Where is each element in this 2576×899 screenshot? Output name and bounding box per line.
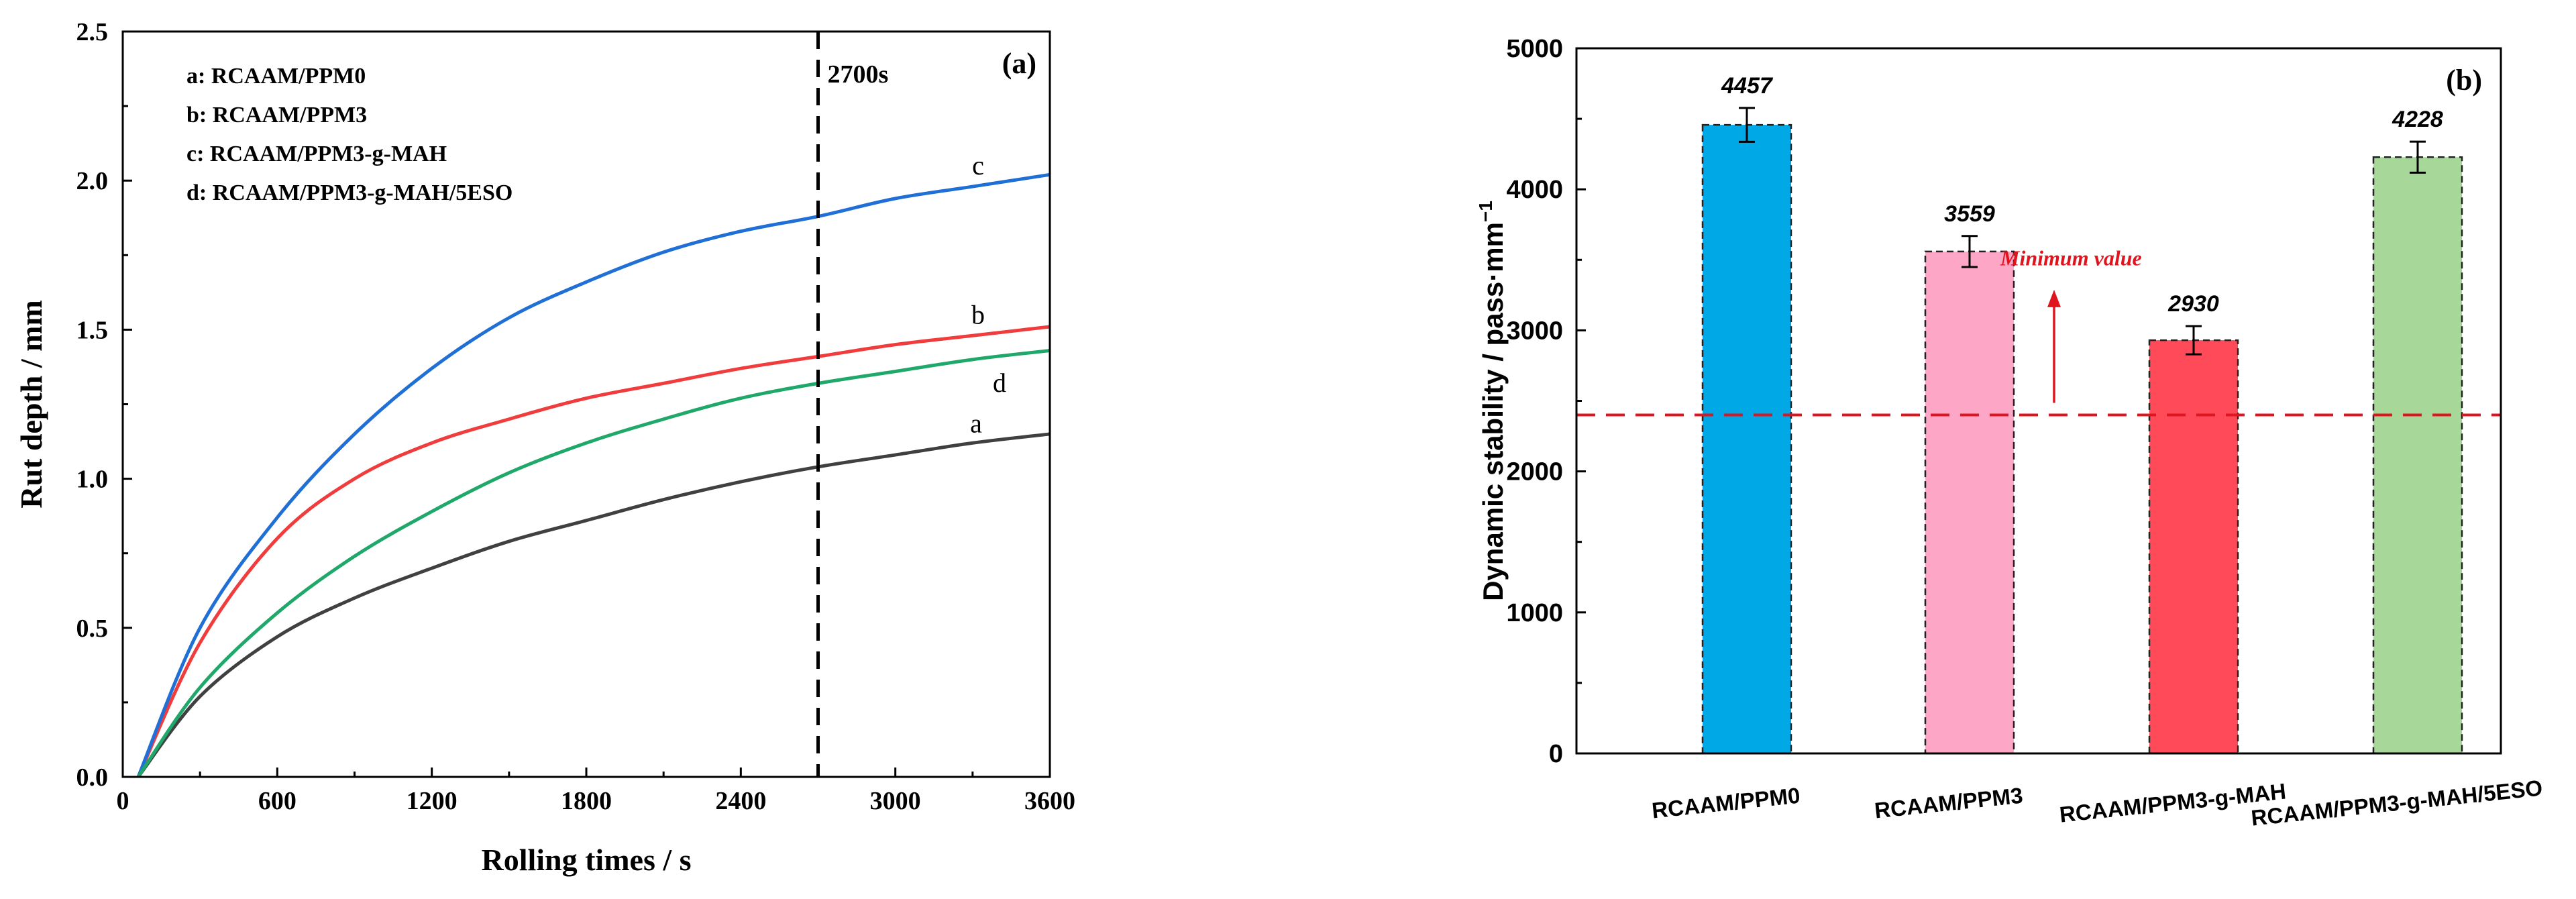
- b-category-label: RCAAM/PPM3: [1874, 783, 2025, 823]
- b-y-tick-label: 0: [1549, 740, 1563, 768]
- a-x-tick-label: 600: [258, 787, 297, 815]
- b-value-label: 2930: [2167, 291, 2219, 317]
- a-x-axis-label: Rolling times / s: [481, 843, 691, 877]
- b-category-label: RCAAM/PPM3-g-MAH/5ESO: [2250, 775, 2544, 830]
- a-y-tick-label: 2.0: [76, 167, 109, 195]
- a-x-tick-label: 3000: [870, 787, 921, 815]
- a-series-d-line: [136, 349, 1051, 778]
- b-y-tick-label: 4000: [1506, 176, 1563, 204]
- b-plot-frame: [1575, 47, 2502, 755]
- b-y-tick-label: 5000: [1506, 35, 1563, 63]
- a-curve-label-b: b: [971, 299, 985, 329]
- b-bar: [2372, 156, 2463, 755]
- a-curves: [136, 172, 1051, 778]
- b-bar: [1701, 123, 1792, 755]
- b-bar: [2148, 339, 2239, 755]
- a-legend-entry: b: RCAAM/PPM3: [186, 103, 367, 127]
- a-plot-frame: [121, 30, 1051, 778]
- a-x-tick-label: 1800: [561, 787, 612, 815]
- b-y-axis-label: Dynamic stability / pass·mm−1: [1475, 201, 1509, 601]
- a-y-tick-label: 1.0: [76, 466, 109, 494]
- a-tick-labels: 0 600 1200 1800 2400 3000 3600 0.0 0.5 1.0 1.5 2.0 2…: [76, 18, 1076, 815]
- a-y-tick-label: 0.5: [76, 615, 109, 643]
- a-x-tick-label: 2400: [715, 787, 766, 815]
- a-legend-entry: c: RCAAM/PPM3-g-MAH: [186, 142, 447, 166]
- b-threshold-label: Minimum value: [2000, 246, 2142, 270]
- b-value-label: 4457: [1721, 73, 1774, 99]
- b-y-tick-label: 3000: [1506, 317, 1563, 345]
- a-curve-labels: a b c d: [970, 150, 1006, 438]
- a-y-axis-label: Rut depth / mm: [14, 300, 48, 509]
- line-chart-panel-a: 0 600 1200 1800 2400 3000 3600 0.0 0.5 1.0 1.5 2.0 2…: [14, 18, 1075, 877]
- b-category-labels: RCAAM/PPM0 RCAAM/PPM3 RCAAM/PPM3-g-MAHRCAA…: [1651, 775, 2544, 830]
- a-x-tick-label: 1200: [407, 787, 458, 815]
- b-y-axis-label-main: Dynamic stability / pass·mm: [1477, 222, 1509, 601]
- a-y-tick-label: 1.5: [76, 316, 109, 344]
- a-series-c-line: [136, 172, 1051, 778]
- b-threshold-group: [1576, 289, 2501, 417]
- b-panel-label: (b): [2446, 64, 2482, 97]
- a-curve-label-c: c: [972, 150, 984, 180]
- b-y-tick-label: 2000: [1506, 458, 1563, 486]
- a-x-tick-label: 0: [117, 787, 129, 815]
- a-legend-entry: d: RCAAM/PPM3-g-MAH/5ESO: [186, 180, 513, 205]
- b-category-label: RCAAM/PPM0: [1651, 783, 1802, 823]
- a-y-tick-label: 2.5: [76, 18, 109, 46]
- b-threshold-arrow-head: [2047, 289, 2061, 307]
- a-panel-label: (a): [1002, 47, 1036, 80]
- bar-chart-panel-b: 4457 3559 2930 4228 0 1000 2000 3000 4000 5000 R…: [1475, 35, 2544, 831]
- b-y-axis-label-sup: −1: [1475, 201, 1496, 222]
- b-tick-labels: 0 1000 2000 3000 4000 5000: [1506, 35, 1563, 768]
- a-legend-entry: a: RCAAM/PPM0: [186, 64, 366, 89]
- a-y-tick-label: 0.0: [76, 763, 109, 792]
- a-x-tick-label: 3600: [1024, 787, 1075, 815]
- b-bars: 4457 3559 2930 4228: [1701, 73, 2463, 755]
- b-value-label: 3559: [1944, 201, 1995, 227]
- b-y-tick-label: 1000: [1506, 599, 1563, 627]
- a-vline-label: 2700s: [828, 60, 889, 89]
- a-series-a-line: [137, 432, 1051, 778]
- a-legend: a: RCAAM/PPM0 b: RCAAM/PPM3 c: RCAAM/PPM3-…: [186, 64, 513, 205]
- b-bar: [1924, 250, 2015, 755]
- a-series-b-line: [136, 325, 1051, 778]
- a-curve-label-a: a: [970, 408, 982, 438]
- a-curve-label-d: d: [993, 368, 1006, 398]
- b-value-label: 4228: [2392, 107, 2443, 132]
